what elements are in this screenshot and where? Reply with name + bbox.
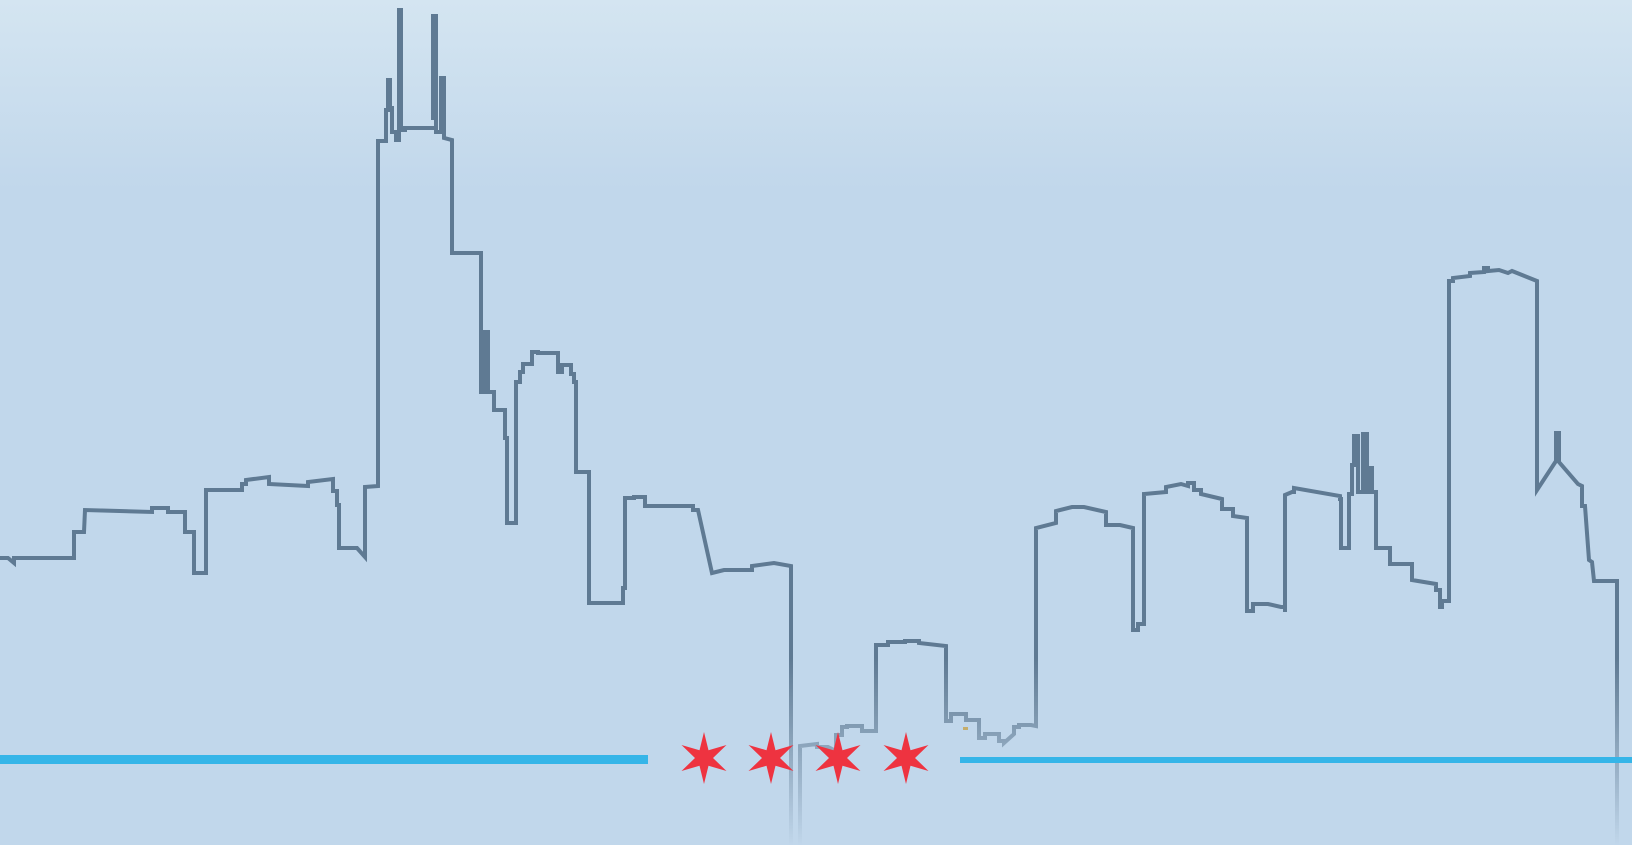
flag-stripe-left (0, 755, 648, 764)
flag-star-4-icon (883, 732, 929, 784)
flag-stripe-right (960, 757, 1632, 763)
flag-star-2-icon (748, 732, 794, 784)
skyline-path (0, 8, 793, 845)
window-light (963, 727, 968, 730)
flag-star-3-icon (815, 732, 861, 784)
lower-cluster-path (798, 266, 1619, 845)
skyline-outline (0, 8, 1619, 845)
flag-stars (681, 732, 929, 784)
flag-star-1-icon (681, 732, 727, 784)
